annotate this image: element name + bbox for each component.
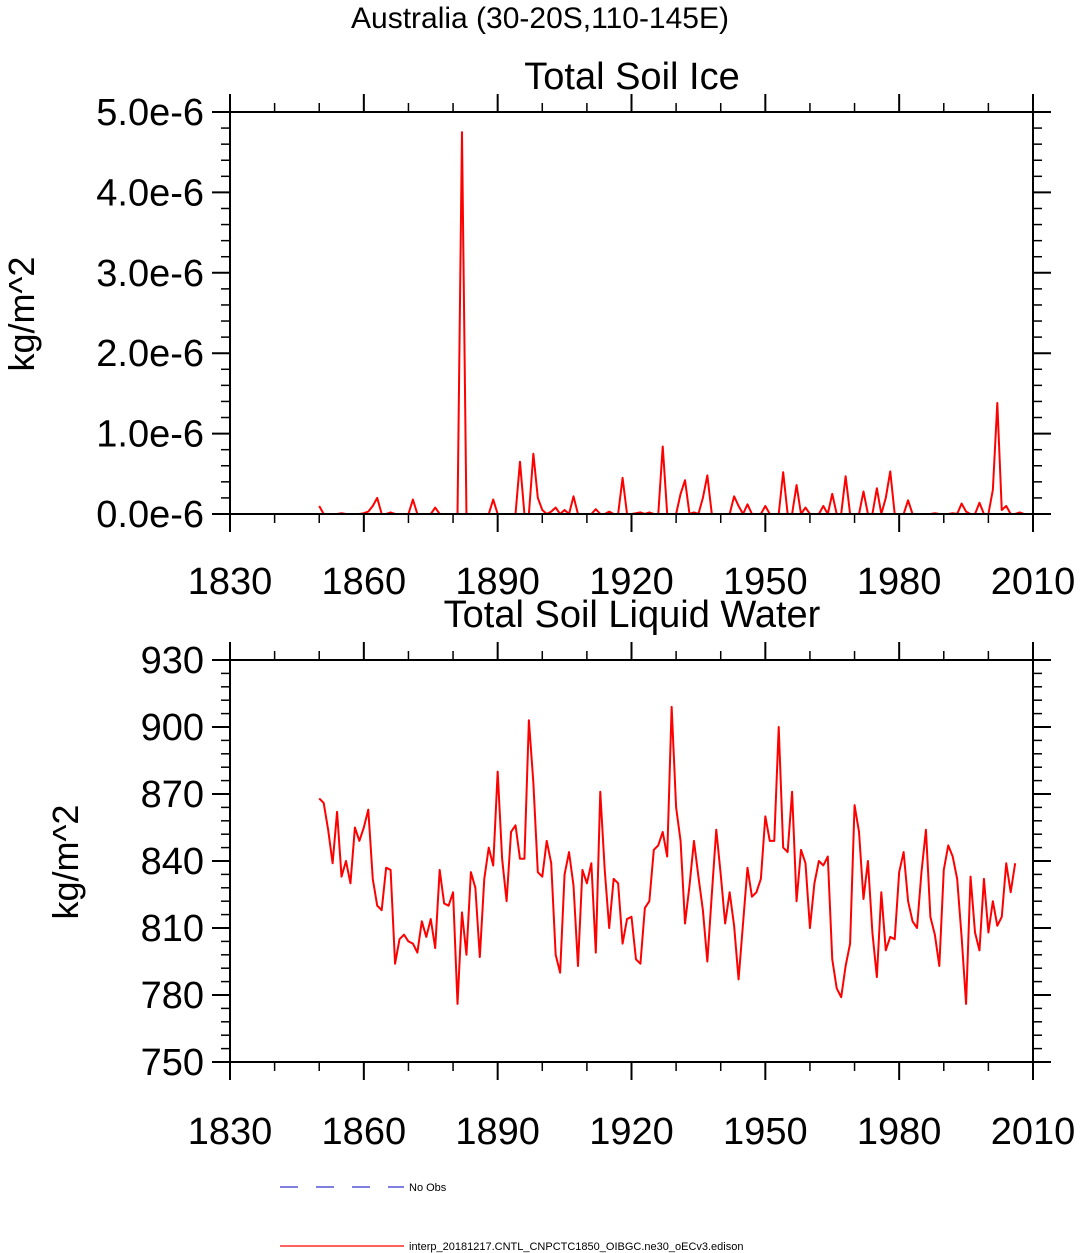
y-tick-label-soil-liquid-water: 840 <box>141 841 204 883</box>
panel-total-soil-ice: Total Soil Ice kg/m^2 1830 1860 1890 1920 19… <box>1 56 1075 603</box>
y-tick-label-soil-ice: 4.0e-6 <box>96 172 204 214</box>
legend: No Obs interp_20181217.CNTL_CNPCTC1850_O… <box>280 1182 743 1253</box>
x-tick-label-soil-ice: 1980 <box>857 561 942 603</box>
y-tick-label-soil-ice: 0.0e-6 <box>96 494 204 536</box>
y-tick-label-soil-liquid-water: 810 <box>141 908 204 950</box>
tick-labels-soil-ice: 1830 1860 1890 1920 1950 1980 2010 0.0e-6 1.0e-6… <box>96 92 1075 603</box>
axis-ticks-soil-ice <box>212 94 1051 532</box>
y-tick-label-soil-ice: 1.0e-6 <box>96 414 204 456</box>
x-tick-label-soil-liquid-water: 2010 <box>991 1111 1076 1153</box>
series-line-soil-ice <box>318 131 1025 515</box>
x-tick-label-soil-liquid-water: 1860 <box>322 1111 407 1153</box>
y-tick-label-soil-liquid-water: 870 <box>141 774 204 816</box>
y-tick-label-soil-ice: 2.0e-6 <box>96 333 204 375</box>
x-tick-label-soil-liquid-water: 1920 <box>589 1111 674 1153</box>
legend-obs-label: No Obs <box>409 1182 447 1194</box>
tick-labels-soil-liquid-water: 1830 1860 1890 1920 1950 1980 2010 750 780 810 840… <box>141 640 1076 1153</box>
x-tick-label-soil-ice: 1860 <box>322 561 407 603</box>
panel-total-soil-liquid-water: Total Soil Liquid Water kg/m^2 1830 1860 1… <box>45 594 1075 1153</box>
y-tick-label-soil-liquid-water: 750 <box>141 1042 204 1084</box>
plot-frame-soil-ice <box>229 111 1034 515</box>
x-tick-label-soil-ice: 1920 <box>589 561 674 603</box>
x-tick-label-soil-ice: 1830 <box>188 561 273 603</box>
plot-frame-soil-liquid-water <box>229 659 1034 1063</box>
x-tick-label-soil-liquid-water: 1950 <box>723 1111 808 1153</box>
x-tick-label-soil-liquid-water: 1830 <box>188 1111 273 1153</box>
legend-model-label: interp_20181217.CNTL_CNPCTC1850_OIBGC.ne… <box>409 1241 743 1253</box>
x-tick-label-soil-ice: 2010 <box>991 561 1076 603</box>
y-tick-label-soil-ice: 5.0e-6 <box>96 92 204 134</box>
x-tick-label-soil-ice: 1890 <box>455 561 540 603</box>
series-line-soil-liquid-water <box>318 705 1017 1005</box>
y-axis-label-soil-liquid-water: kg/m^2 <box>45 805 86 920</box>
y-axis-label-soil-ice: kg/m^2 <box>1 257 42 372</box>
y-tick-label-soil-ice: 3.0e-6 <box>96 253 204 295</box>
x-tick-label-soil-liquid-water: 1980 <box>857 1111 942 1153</box>
y-tick-label-soil-liquid-water: 900 <box>141 707 204 749</box>
axis-ticks-soil-liquid-water <box>212 642 1051 1080</box>
figure-suptitle: Australia (30-20S,110-145E) <box>351 2 729 35</box>
x-tick-label-soil-ice: 1950 <box>723 561 808 603</box>
y-tick-label-soil-liquid-water: 930 <box>141 640 204 682</box>
x-tick-label-soil-liquid-water: 1890 <box>455 1111 540 1153</box>
y-tick-label-soil-liquid-water: 780 <box>141 975 204 1017</box>
chart-title-soil-liquid-water: Total Soil Liquid Water <box>444 594 821 636</box>
chart-title-soil-ice: Total Soil Ice <box>524 56 739 98</box>
